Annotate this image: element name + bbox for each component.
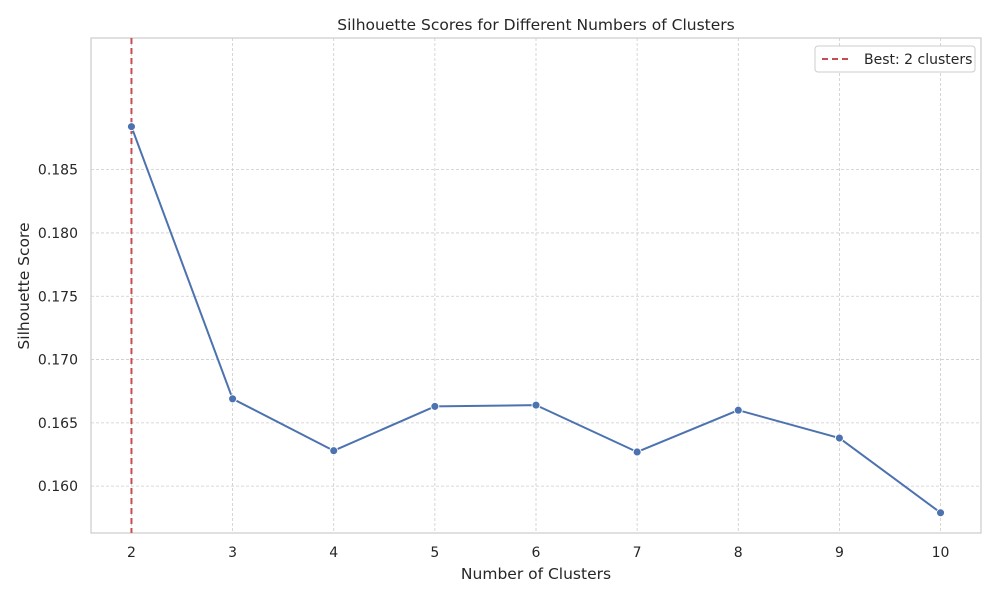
data-point — [228, 394, 238, 404]
x-tick-label: 7 — [633, 545, 642, 561]
data-point — [936, 508, 945, 518]
x-tick-label: 8 — [734, 545, 743, 561]
y-tick-label: 0.170 — [38, 353, 78, 369]
silhouette-series — [127, 122, 945, 518]
x-tick-label: 3 — [228, 545, 237, 561]
y-tick-label: 0.175 — [38, 289, 78, 305]
legend: Best: 2 clusters — [814, 45, 976, 73]
data-point — [329, 446, 339, 456]
data-point — [834, 433, 844, 443]
x-axis-title: Number of Clusters — [461, 565, 611, 583]
y-tick-label: 0.165 — [38, 416, 78, 432]
x-tick-label: 10 — [932, 545, 950, 561]
x-axis-ticks: 2 3 4 5 6 7 8 9 10 — [127, 545, 949, 561]
data-point — [531, 400, 541, 410]
legend-label-best: Best: 2 clusters — [864, 52, 972, 68]
data-point — [127, 122, 136, 132]
grid — [91, 38, 981, 533]
y-tick-label: 0.160 — [38, 479, 78, 495]
y-axis-title: Silhouette Score — [15, 222, 33, 349]
y-tick-label: 0.180 — [38, 226, 78, 242]
y-tick-label: 0.185 — [38, 163, 78, 179]
chart-title: Silhouette Scores for Different Numbers … — [337, 16, 734, 34]
x-tick-label: 9 — [835, 545, 844, 561]
data-point — [430, 401, 440, 411]
y-axis-ticks: 0.160 0.165 0.170 0.175 0.180 0.185 — [38, 163, 78, 495]
data-point — [632, 447, 642, 457]
x-tick-label: 4 — [329, 545, 338, 561]
data-point — [733, 405, 743, 415]
plot-area-frame — [90, 37, 982, 534]
legend-box — [814, 45, 976, 73]
x-tick-label: 2 — [127, 545, 136, 561]
x-tick-label: 5 — [430, 545, 439, 561]
x-tick-label: 6 — [532, 545, 541, 561]
